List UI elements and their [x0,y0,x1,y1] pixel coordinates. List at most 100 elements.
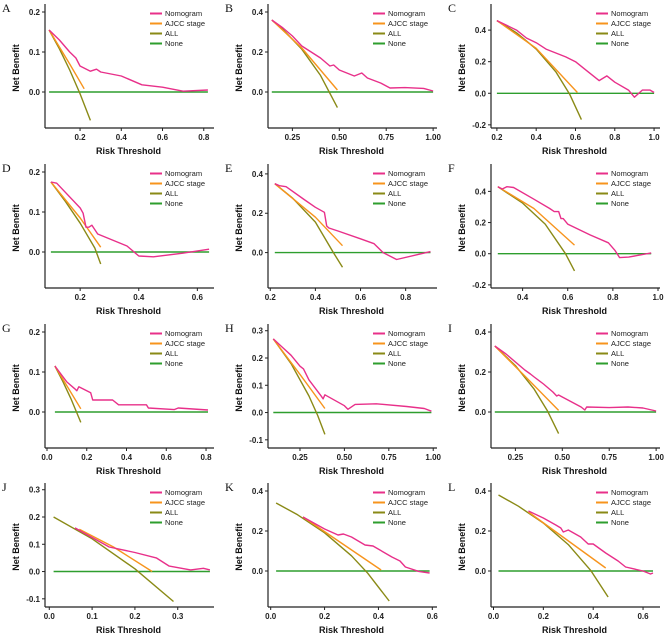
legend-label: None [388,359,406,368]
legend-item: Nomogram [373,9,425,18]
y-tick-label: 0.2 [475,219,487,228]
chart-c: C 0.2 0.4 0.6 0.8 1.0 -0.2 0.0 0.2 0.4 Risk Thresh… [448,1,661,156]
series-line-nomogram [274,183,431,261]
legend-label: Nomogram [388,169,425,178]
x-tick-label: 1.0 [652,293,664,302]
y-tick-label: 0.0 [475,89,487,98]
legend-item: None [373,39,406,48]
legend-label: None [165,518,183,527]
legend-label: ALL [611,189,624,198]
x-tick-label: 0.6 [161,453,173,462]
legend-item: ALL [596,189,624,198]
panel-label: E [225,161,232,175]
legend-item: AJCC stage [373,179,428,188]
x-tick-label: 0.25 [292,453,308,462]
x-tick-label: 0.6 [562,293,574,302]
panel-b: B 0.25 0.50 0.75 1.00 0.0 0.2 0.4 Risk Threshold… [223,0,446,160]
x-axis-title: Risk Threshold [96,625,161,635]
y-tick-label: 0.0 [475,567,487,576]
x-axis-title: Risk Threshold [542,146,607,156]
legend-item: AJCC stage [596,498,651,507]
series-line-nomogram [54,365,209,411]
legend-item: None [373,359,406,368]
legend-label: Nomogram [388,488,425,497]
y-tick-label: 0.0 [252,88,264,97]
y-tick-label: 0.2 [29,168,41,177]
x-axis-title: Risk Threshold [319,146,384,156]
panel-label: C [448,1,456,15]
legend-label: Nomogram [611,169,648,178]
x-tick-label: 0.4 [373,612,385,621]
series-line-ajcc-stage [48,29,85,90]
x-tick-label: 0.8 [198,133,210,142]
x-tick-label: 0.4 [121,453,133,462]
legend-item: None [596,359,629,368]
panel-f: F 0.4 0.6 0.8 1.0 -0.2 0.0 0.2 0.4 Risk Threshold… [446,160,669,320]
panel-label: D [2,161,11,175]
x-tick-label: 0.8 [400,293,412,302]
legend-label: AJCC stage [611,179,651,188]
legend-item: AJCC stage [596,19,651,28]
panel-label: K [225,480,234,494]
panel-label: B [225,1,233,15]
x-tick-label: 0.6 [427,612,439,621]
series-line-nomogram [74,527,211,571]
x-tick-label: 0.4 [310,293,322,302]
chart-e: E 0.2 0.4 0.6 0.8 0.0 0.2 0.4 Risk Threshold Net … [225,161,437,316]
series-line-all [272,338,326,435]
x-tick-label: 0.8 [609,133,621,142]
x-tick-label: 0.6 [157,133,169,142]
x-tick-label: 0.2 [129,612,141,621]
y-tick-label: 0.2 [252,527,264,536]
legend-label: None [388,199,406,208]
x-tick-label: 1.0 [649,133,661,142]
legend-item: ALL [596,349,624,358]
series-line-all [54,365,82,423]
x-tick-label: 0.25 [508,453,524,462]
panel-i: I 0.25 0.50 0.75 1.00 0.0 0.2 0.4 Risk Threshold… [446,320,669,480]
legend-item: Nomogram [373,169,425,178]
legend-item: ALL [150,189,178,198]
legend-label: AJCC stage [611,339,651,348]
legend-label: AJCC stage [388,498,428,507]
legend-item: AJCC stage [150,179,205,188]
y-axis-title: Net Benefit [234,204,244,252]
y-tick-label: 0.2 [475,527,487,536]
x-axis-title: Risk Threshold [319,466,384,476]
panel-a: A 0.2 0.4 0.6 0.8 0.0 0.1 0.2 Risk Threshold Net … [0,0,223,160]
legend-label: ALL [165,349,178,358]
y-tick-label: 0.4 [475,487,487,496]
y-tick-label: 0.0 [29,568,41,577]
series-line-all [494,345,560,434]
series-line-nomogram [48,29,208,92]
legend-label: ALL [165,29,178,38]
legend-item: None [596,39,629,48]
y-tick-label: 0.1 [252,381,264,390]
y-axis-title: Net Benefit [11,44,21,92]
series-line-ajcc-stage [494,345,560,411]
x-tick-label: 0.4 [133,293,145,302]
legend-label: Nomogram [165,329,202,338]
legend-label: AJCC stage [165,339,205,348]
panel-l: L 0.0 0.2 0.4 0.6 0.0 0.2 0.4 Risk Threshold Net … [446,479,669,639]
legend-item: None [596,199,629,208]
x-tick-label: 0.2 [81,453,93,462]
y-axis-title: Net Benefit [457,364,467,412]
legend-label: AJCC stage [388,339,428,348]
legend-label: Nomogram [165,169,202,178]
y-tick-label: 0.3 [252,327,264,336]
x-tick-label: 0.4 [588,612,600,621]
y-tick-label: -0.1 [249,436,263,445]
legend-label: AJCC stage [165,498,205,507]
chart-l: L 0.0 0.2 0.4 0.6 0.0 0.2 0.4 Risk Threshold Net … [448,480,660,635]
legend-label: None [611,199,629,208]
x-tick-label: 1.00 [425,133,441,142]
panel-k: K 0.0 0.2 0.4 0.6 0.0 0.2 0.4 Risk Threshold Net … [223,479,446,639]
panel-h: H 0.25 0.50 0.75 1.00 -0.1 0.0 0.1 0.2 0.3 Risk Th… [223,320,446,480]
panel-j: J 0.0 0.1 0.2 0.3 -0.1 0.0 0.1 0.2 0.3 Risk Thresh… [0,479,223,639]
series-line-nomogram [497,186,652,259]
series-line-ajcc-stage [497,186,575,246]
series-line-ajcc-stage [50,181,102,248]
x-tick-label: 0.2 [319,612,331,621]
x-axis-title: Risk Threshold [319,625,384,635]
